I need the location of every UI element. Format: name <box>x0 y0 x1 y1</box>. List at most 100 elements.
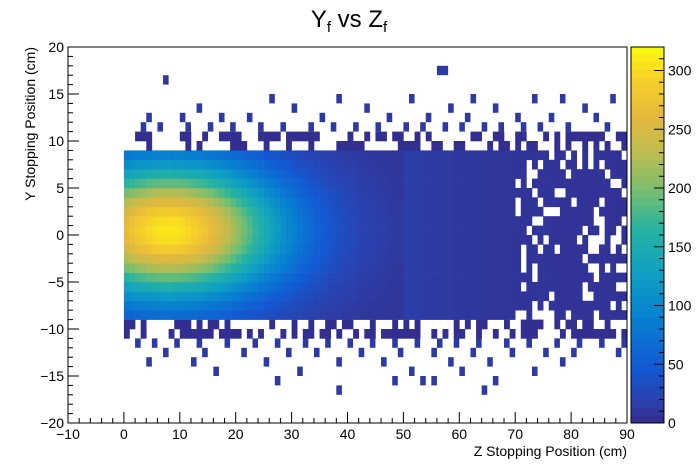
heatmap-bin <box>520 235 527 245</box>
heatmap-bin <box>252 300 259 311</box>
heatmap-bin <box>168 300 175 311</box>
heatmap-bin <box>185 159 192 170</box>
heatmap-bin <box>420 376 426 386</box>
heatmap-bin <box>593 300 600 311</box>
heatmap-bin <box>308 178 315 189</box>
heatmap-bin <box>151 235 158 245</box>
heatmap-bin <box>576 300 583 311</box>
heatmap-bin <box>274 376 281 386</box>
heatmap-bin <box>241 347 247 358</box>
heatmap-bin <box>386 272 393 283</box>
heatmap-bin <box>302 159 309 170</box>
heatmap-bin <box>459 272 466 283</box>
heatmap-bin <box>492 188 499 198</box>
heatmap-bin <box>129 206 136 217</box>
heatmap-bin <box>190 244 197 255</box>
heatmap-bin <box>408 216 415 226</box>
heatmap-bin <box>347 244 354 255</box>
heatmap-bin <box>302 272 309 283</box>
heatmap-bin <box>302 188 309 198</box>
heatmap-bin <box>218 300 225 311</box>
heatmap-bin <box>487 216 494 226</box>
heatmap-bin <box>341 197 348 208</box>
heatmap-bin <box>481 235 488 245</box>
heatmap-bin <box>364 300 371 311</box>
heatmap-bin <box>252 197 259 208</box>
heatmap-bin <box>313 131 320 142</box>
heatmap-bin <box>202 310 209 320</box>
heatmap-bin <box>341 159 348 170</box>
heatmap-bin <box>408 272 415 283</box>
heatmap-bin <box>571 235 577 245</box>
heatmap-bin <box>481 244 488 255</box>
heatmap-bin <box>252 235 259 245</box>
heatmap-bin <box>408 235 415 245</box>
heatmap-bin <box>375 188 382 198</box>
heatmap-bin <box>353 272 359 283</box>
heatmap-bin <box>230 206 236 217</box>
heatmap-bin <box>185 169 192 179</box>
heatmap-bin <box>599 178 605 189</box>
heatmap-bin <box>313 282 320 292</box>
heatmap-bin <box>420 291 427 302</box>
heatmap-bin <box>375 169 382 179</box>
heatmap-bin <box>302 291 309 302</box>
heatmap-bin <box>325 300 332 311</box>
heatmap-bin <box>554 225 561 236</box>
heatmap-bin <box>476 338 482 348</box>
heatmap-bin <box>487 206 494 217</box>
heatmap-bin <box>218 329 225 339</box>
heatmap-bin <box>319 159 326 170</box>
colorbar-swatch <box>631 189 664 198</box>
heatmap-bin <box>420 263 427 273</box>
heatmap-bin <box>420 253 427 264</box>
heatmap-bin <box>487 169 494 179</box>
colorbar-swatch <box>631 355 664 364</box>
heatmap-bin <box>190 329 197 339</box>
heatmap-bin <box>258 169 264 179</box>
heatmap-bin <box>571 159 577 170</box>
heatmap-bin <box>207 188 214 198</box>
heatmap-bin <box>543 197 550 208</box>
heatmap-bin <box>280 216 287 226</box>
heatmap-bin <box>347 253 354 264</box>
colorbar-swatch <box>631 92 664 101</box>
heatmap-bin <box>548 225 555 236</box>
heatmap-bin <box>157 169 164 179</box>
heatmap-bin <box>548 244 555 255</box>
heatmap-bin <box>286 235 292 245</box>
heatmap-bin <box>157 150 164 161</box>
heatmap-bin <box>504 244 510 255</box>
heatmap-bin <box>509 300 516 311</box>
heatmap-bin <box>286 272 292 283</box>
heatmap-bin <box>381 150 387 161</box>
heatmap-bin <box>453 319 460 330</box>
heatmap-bin <box>207 329 214 339</box>
heatmap-bin <box>213 272 220 283</box>
heatmap-bin <box>604 291 611 302</box>
heatmap-bin <box>168 310 175 320</box>
heatmap-bin <box>425 310 432 320</box>
heatmap-bin <box>548 263 555 273</box>
heatmap-bin <box>291 150 298 161</box>
heatmap-bin <box>604 272 611 283</box>
heatmap-bin <box>403 282 410 292</box>
heatmap-bin <box>274 310 281 320</box>
heatmap-bin <box>492 253 499 264</box>
colorbar-swatch <box>631 235 664 243</box>
heatmap-bin <box>123 319 130 330</box>
heatmap-bin <box>621 206 628 217</box>
heatmap-bin <box>403 150 410 161</box>
heatmap-bin <box>403 319 410 330</box>
heatmap-bin <box>543 225 550 236</box>
heatmap-bin <box>576 291 583 302</box>
heatmap-bin <box>487 178 494 189</box>
heatmap-bin <box>135 225 141 236</box>
heatmap-bin <box>470 216 477 226</box>
heatmap-bins <box>123 65 628 395</box>
heatmap-bin <box>431 225 438 236</box>
heatmap-bin <box>213 300 220 311</box>
heatmap-bin <box>280 235 287 245</box>
heatmap-bin <box>168 282 175 292</box>
heatmap-bin <box>235 150 242 161</box>
